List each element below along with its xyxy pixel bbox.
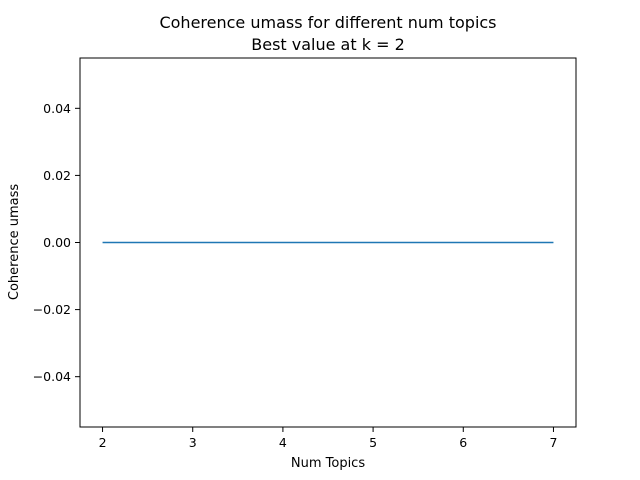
y-tick-label: −0.04 — [33, 369, 71, 384]
x-tick-label: 3 — [189, 435, 197, 450]
y-tick-label: 0.02 — [43, 168, 71, 183]
x-tick-label: 2 — [99, 435, 107, 450]
chart-subtitle: Best value at k = 2 — [251, 35, 405, 54]
chart-title: Coherence umass for different num topics — [159, 13, 496, 32]
y-axis-label: Coherence umass — [7, 184, 22, 300]
x-tick-label: 6 — [459, 435, 467, 450]
x-tick-label: 5 — [369, 435, 377, 450]
x-tick-label: 4 — [279, 435, 287, 450]
x-axis-label: Num Topics — [291, 456, 365, 471]
y-tick-label: −0.02 — [33, 302, 71, 317]
y-tick-label: 0.00 — [43, 235, 71, 250]
x-tick-label: 7 — [549, 435, 557, 450]
y-tick-label: 0.04 — [43, 101, 71, 116]
